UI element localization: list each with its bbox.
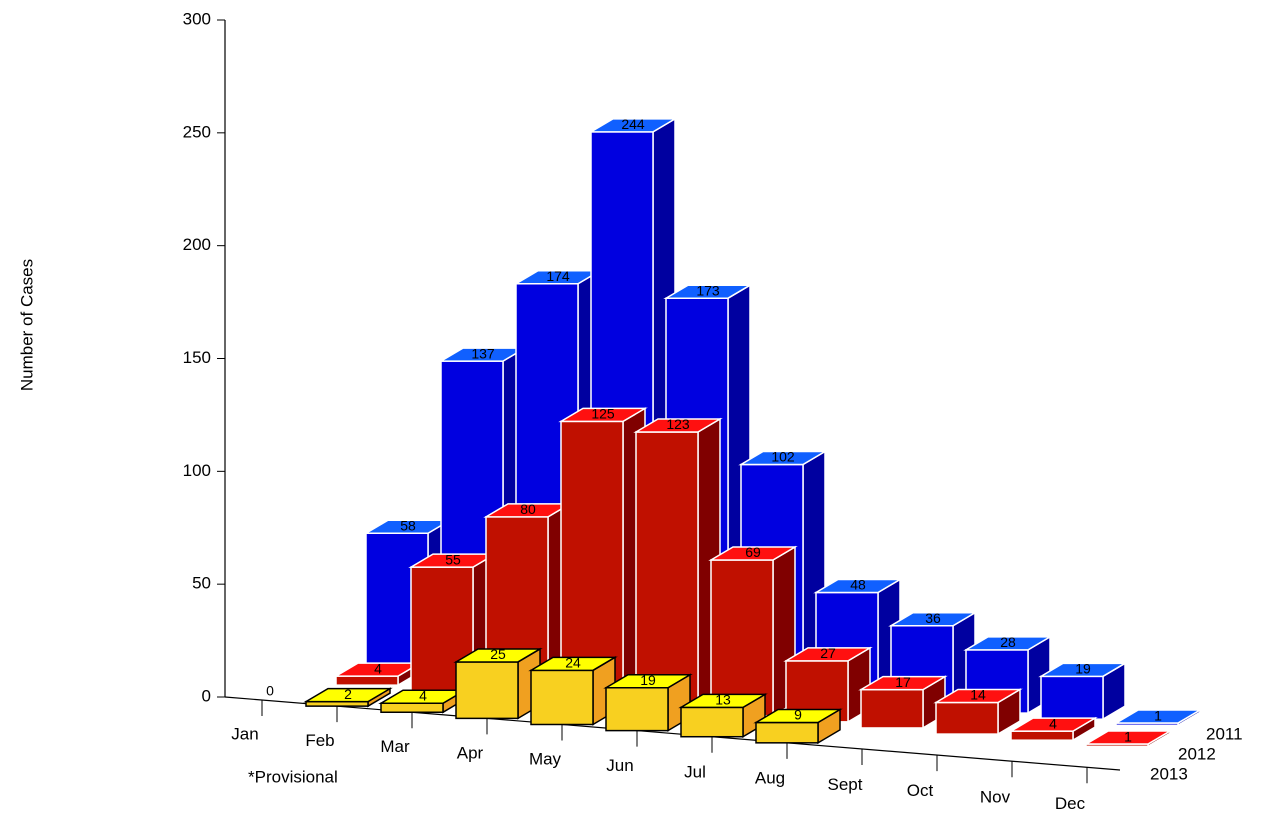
value-label: 2 (344, 686, 352, 702)
value-label: 174 (546, 268, 570, 284)
x-tick-label: Sept (828, 775, 863, 794)
y-tick-label: 50 (192, 574, 211, 593)
bar-top (813, 578, 903, 594)
bar-top (708, 546, 798, 561)
value-label: 9 (794, 707, 802, 723)
y-tick-label: 100 (183, 461, 211, 480)
bar (935, 701, 999, 735)
bar-top (783, 647, 873, 662)
value-label: 17 (895, 674, 911, 690)
bar-top (1008, 717, 1098, 732)
x-tick-label: Mar (380, 737, 410, 756)
bar (380, 702, 444, 714)
value-label: 19 (640, 672, 656, 688)
bar-top (933, 688, 1023, 704)
bar-top (528, 656, 618, 672)
bar (710, 559, 774, 717)
value-label: 4 (1049, 715, 1057, 731)
value-label: 137 (471, 345, 495, 361)
x-axis (224, 696, 1121, 771)
bar-top (888, 611, 978, 627)
bar-top (633, 418, 723, 433)
value-label: 58 (400, 517, 416, 533)
bar-top (663, 284, 753, 299)
x-tick-label: May (529, 750, 562, 769)
value-label: 14 (970, 687, 986, 703)
y-tick-label: 200 (183, 235, 211, 254)
value-label: 69 (745, 544, 761, 560)
bar-top (603, 673, 693, 689)
bar (1010, 730, 1074, 741)
x-tick-label: Jan (231, 724, 258, 743)
value-label: 48 (850, 577, 866, 593)
value-label: 36 (925, 610, 941, 626)
bar-top (588, 118, 678, 133)
bar-top (963, 636, 1053, 651)
bar (605, 686, 669, 732)
bar-top (738, 450, 828, 466)
bar (335, 675, 399, 686)
legend-label: 2011 (1206, 724, 1243, 743)
value-label: 173 (696, 282, 720, 298)
value-label: 0 (266, 683, 274, 699)
value-label: 25 (490, 646, 506, 662)
bar (530, 669, 594, 726)
note: *Provisional (248, 767, 338, 786)
value-label: 27 (820, 645, 836, 661)
bar-top (753, 708, 843, 724)
value-label: 244 (621, 116, 645, 132)
bar-top (858, 675, 948, 691)
bar (560, 420, 624, 705)
value-label: 1 (1124, 728, 1132, 744)
x-tick-label: Oct (907, 781, 934, 800)
bar-top (558, 407, 648, 423)
y-tick-label: 0 (202, 686, 211, 705)
value-label: 19 (1075, 661, 1091, 677)
value-label: 4 (419, 687, 427, 703)
value-label: 55 (445, 551, 461, 567)
bar (1040, 675, 1104, 720)
value-label: 125 (591, 406, 615, 422)
x-tick-label: Jun (606, 756, 633, 775)
bar-top (1038, 662, 1128, 678)
value-label: 4 (374, 660, 382, 676)
y-tick-label: 300 (183, 9, 211, 28)
bar (860, 688, 924, 729)
value-label: 13 (715, 692, 731, 708)
y-tick-label: 150 (183, 348, 211, 367)
bar-top (1083, 730, 1173, 745)
x-tick-label: Feb (305, 731, 334, 750)
legend-label: 2013 (1150, 764, 1188, 783)
bar (680, 706, 744, 738)
y-axis-title: Number of Cases (17, 259, 36, 391)
value-label: 80 (520, 501, 536, 517)
x-tick-label: Dec (1055, 794, 1086, 813)
value-label: 28 (1000, 634, 1016, 650)
bar (635, 431, 699, 711)
x-tick-label: Jul (684, 762, 706, 781)
bar-top (678, 693, 768, 709)
bar-top (303, 687, 393, 703)
y-tick-label: 250 (183, 122, 211, 141)
x-tick-label: Apr (457, 743, 484, 762)
value-label: 123 (666, 416, 690, 432)
bar-top (453, 648, 543, 663)
value-label: 24 (565, 655, 581, 671)
x-tick-label: Nov (980, 787, 1011, 806)
legend-label: 2012 (1178, 744, 1216, 763)
value-label: 1 (1154, 707, 1162, 723)
bar-top (1113, 709, 1203, 724)
x-tick-label: Aug (755, 769, 785, 788)
bar (755, 721, 819, 744)
value-label: 102 (771, 449, 795, 465)
bar (455, 661, 519, 720)
